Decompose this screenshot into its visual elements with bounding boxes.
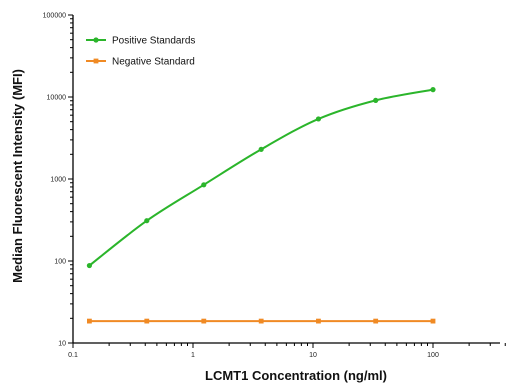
positive-standards-point (430, 87, 436, 93)
legend: Positive Standards Negative Standard (86, 36, 195, 68)
positive-standards-legend-marker (93, 37, 99, 43)
negative-standard-point (144, 318, 150, 324)
negative-standard-point (201, 318, 207, 324)
negative-standard-point (430, 318, 436, 324)
x-ticks: 0.1 1 10 100 (68, 343, 506, 359)
y-axis-title: Median Fluorescent Intensity (MFI) (10, 69, 25, 283)
positive-standards-legend-label: Positive Standards (112, 36, 195, 47)
y-tick-label: 100000 (43, 13, 66, 20)
positive-standards-point (86, 262, 93, 269)
negative-standard-legend-label: Negative Standard (112, 57, 195, 68)
x-tick-label: 1 (191, 352, 195, 359)
positive-standards-point (258, 146, 264, 152)
negative-standard-point (373, 318, 379, 324)
positive-standards-point (201, 182, 207, 188)
x-tick-label: 100 (427, 352, 439, 359)
negative-standard-legend-marker (93, 58, 99, 64)
y-tick-label: 1000 (50, 177, 66, 184)
positive-standards-point (373, 97, 379, 103)
positive-standards-point (144, 218, 150, 224)
positive-standards-point (315, 116, 322, 122)
negative-standard-point (258, 318, 264, 324)
y-tick-label: 10 (58, 341, 66, 348)
series-layer (86, 87, 436, 324)
negative-standard-point (87, 318, 92, 324)
y-tick-label: 10000 (47, 95, 67, 102)
y-tick-label: 100 (54, 259, 66, 266)
y-ticks: 10 100 1000 10000 100000 (43, 13, 73, 348)
positive-standards-line (88, 88, 434, 267)
x-axis-title: LCMT1 Concentration (ng/ml) (205, 368, 387, 383)
x-tick-label: 0.1 (68, 352, 78, 359)
negative-standard-point (316, 318, 321, 324)
x-tick-label: 10 (309, 352, 317, 359)
